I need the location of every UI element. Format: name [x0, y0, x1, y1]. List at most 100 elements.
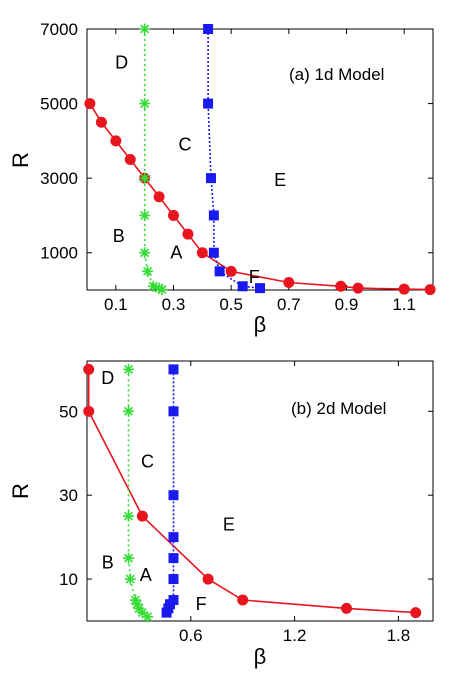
region-label: E [223, 515, 235, 535]
plot-frame [86, 360, 434, 622]
x-tick-label: 0.5 [219, 295, 243, 314]
region-label: A [170, 243, 182, 263]
region-label: B [102, 552, 114, 572]
square-marker [208, 247, 219, 258]
panel-1d-model: 0.1 0.3 0.5 0.7 0.9 1.1 1000 3000 5000 7000 β R (a) … [8, 20, 436, 337]
region-label: E [274, 170, 286, 190]
panel-2d-model: 0.6 1.2 1.8 10 30 50 β R (b) 2d Model D C E B A F [8, 360, 434, 669]
star-marker [131, 598, 143, 610]
region-label: A [140, 565, 152, 585]
panel-title: (a) 1d Model [289, 65, 384, 84]
y-tick-label: 30 [59, 486, 78, 505]
green-series-line [127, 369, 149, 618]
circle-marker [182, 228, 194, 240]
circle-marker [110, 135, 122, 147]
square-marker [161, 607, 172, 618]
x-tick-label: 1.1 [392, 295, 416, 314]
circle-marker [398, 283, 410, 295]
square-marker [168, 553, 179, 564]
circle-marker [283, 277, 295, 289]
square-marker [168, 364, 179, 375]
circle-marker [424, 284, 436, 296]
star-marker [136, 607, 148, 619]
x-tick-label: 0.9 [335, 295, 359, 314]
square-marker [208, 210, 219, 221]
y-axis-label: R [8, 483, 33, 499]
circle-marker [124, 154, 136, 165]
region-label: C [141, 452, 154, 472]
red-series-line [89, 103, 431, 291]
circle-marker [168, 209, 179, 221]
y-tick-label: 10 [59, 570, 78, 589]
star-marker [124, 573, 136, 585]
star-marker [139, 23, 151, 35]
circle-marker [83, 363, 95, 375]
x-tick-label: 0.7 [277, 295, 301, 314]
green-series [123, 363, 154, 623]
red-series [84, 98, 436, 296]
star-marker [156, 284, 168, 296]
circle-marker [410, 607, 422, 619]
circle-marker [202, 573, 214, 585]
x-tick-label: 0.1 [104, 295, 128, 314]
x-tick-label: 1.8 [387, 626, 411, 645]
panel-title: (b) 2d Model [291, 399, 386, 418]
star-marker [139, 98, 151, 110]
x-tick-label: 0.6 [179, 626, 203, 645]
region-label: B [113, 226, 125, 246]
square-marker [168, 490, 179, 501]
y-axis-label: R [8, 152, 33, 168]
circle-marker [84, 98, 96, 110]
square-marker [168, 532, 179, 543]
star-marker [139, 209, 151, 221]
star-marker [153, 282, 165, 294]
y-tick-label: 7000 [40, 20, 78, 39]
y-tick-label: 5000 [40, 95, 78, 114]
x-tick-label: 0.3 [162, 295, 186, 314]
region-label: D [101, 368, 114, 388]
region-label: F [249, 267, 260, 287]
star-marker [123, 552, 135, 564]
star-marker [142, 611, 154, 623]
y-tick-label: 3000 [40, 169, 78, 188]
star-marker [129, 594, 141, 606]
square-marker [205, 173, 216, 184]
square-marker [214, 266, 225, 277]
y-tick-label: 1000 [40, 244, 78, 263]
circle-marker [237, 594, 249, 606]
x-tick-label: 1.2 [283, 626, 307, 645]
star-marker [139, 247, 151, 259]
red-series [83, 363, 422, 619]
square-marker [203, 24, 214, 34]
circle-marker [341, 602, 352, 614]
square-marker [168, 574, 179, 585]
circle-marker [153, 191, 165, 203]
star-marker [139, 172, 151, 184]
circle-marker [95, 116, 107, 128]
region-label: D [115, 53, 128, 73]
region-label: C [179, 135, 192, 155]
blue-series [203, 24, 265, 294]
blue-series-line [207, 29, 261, 289]
x-axis-label: β [254, 644, 267, 669]
star-marker [123, 363, 135, 375]
green-series [139, 23, 168, 296]
circle-marker [225, 265, 237, 277]
circle-marker [352, 282, 364, 294]
circle-marker [83, 405, 95, 417]
region-label: F [196, 594, 207, 614]
y-tick-label: 50 [59, 402, 78, 421]
square-marker [255, 283, 265, 294]
blue-series [161, 364, 179, 618]
star-marker [123, 405, 135, 417]
star-marker [123, 510, 135, 522]
star-marker [142, 265, 154, 277]
x-axis-label: β [254, 312, 267, 337]
square-marker [237, 281, 248, 292]
circle-marker [196, 247, 208, 259]
circle-marker [335, 280, 347, 292]
square-marker [203, 98, 214, 109]
circle-marker [136, 510, 148, 522]
star-marker [147, 280, 159, 292]
